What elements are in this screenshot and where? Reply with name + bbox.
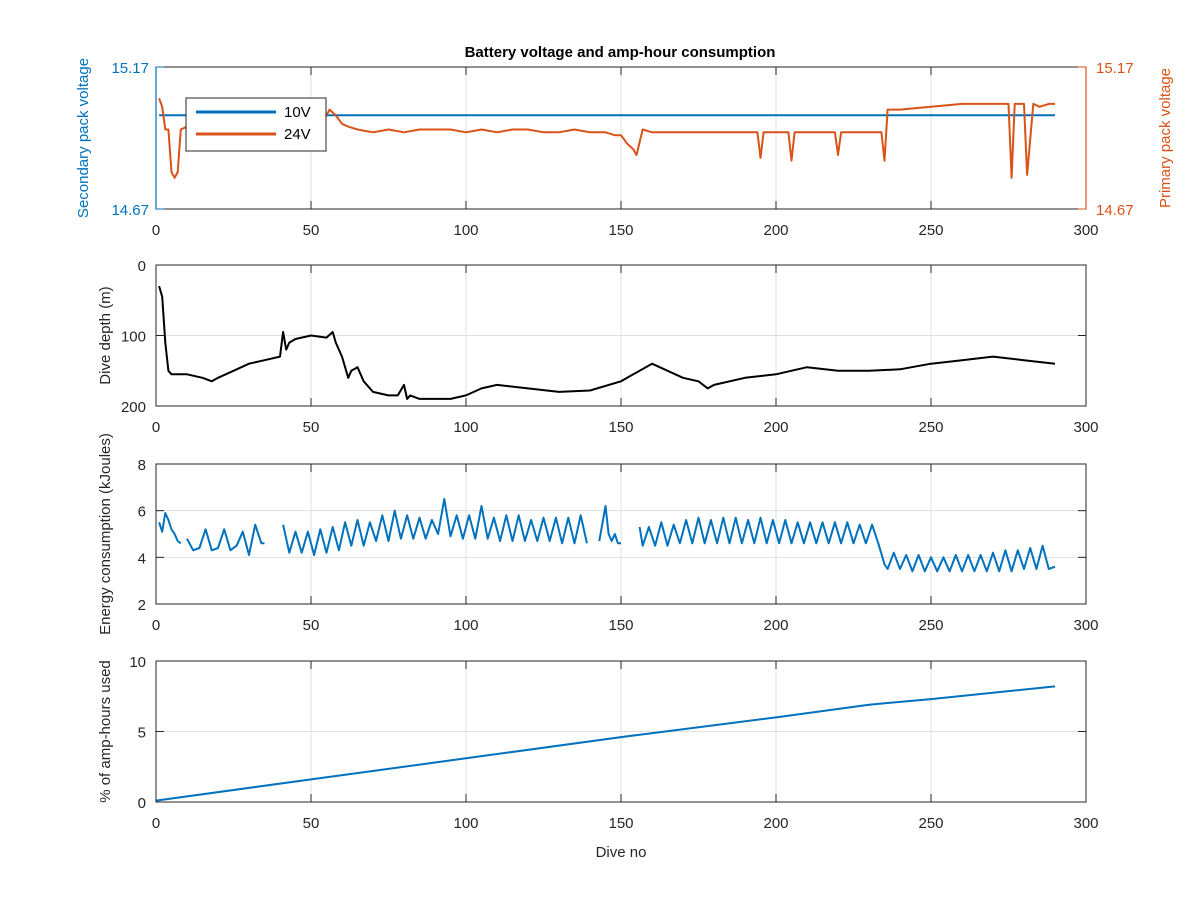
x-tick-label: 100 bbox=[453, 617, 478, 634]
x-tick-label: 50 bbox=[303, 815, 320, 832]
subplot-1: 0 50 100 150 200 250 300 14.67 15.17 14.67 15.17 Se… bbox=[75, 58, 1174, 239]
y-axis-label-left: Secondary pack voltage bbox=[75, 58, 92, 218]
x-tick-label: 0 bbox=[152, 815, 160, 832]
legend-label-24v: 24V bbox=[284, 126, 311, 143]
y-tick-label-right: 15.17 bbox=[1096, 60, 1134, 77]
y-tick-label: 8 bbox=[138, 457, 146, 474]
y-axis-label-right: Primary pack voltage bbox=[1157, 68, 1174, 208]
x-axis-label: Dive no bbox=[596, 844, 647, 861]
figure-title: Battery voltage and amp-hour consumption bbox=[465, 44, 776, 61]
subplot-2: 0 50 100 150 200 250 300 0 100 200 Dive depth (m) bbox=[97, 258, 1099, 436]
series-line-1 bbox=[598, 505, 621, 545]
y-axis-label: Energy consumption (kJoules) bbox=[97, 433, 114, 635]
series-line-1 bbox=[158, 285, 1056, 400]
y-tick-label: 6 bbox=[138, 504, 146, 521]
y-tick-label-right: 14.67 bbox=[1096, 202, 1134, 219]
x-tick-label: 0 bbox=[152, 222, 160, 239]
y-tick-label: 0 bbox=[138, 795, 146, 812]
series-line-1 bbox=[638, 516, 1056, 573]
y-tick-label: 0 bbox=[138, 258, 146, 275]
y-tick-label: 200 bbox=[121, 399, 146, 416]
subplot-3: 0 50 100 150 200 250 300 2 4 6 8 Energy consumption… bbox=[97, 433, 1099, 635]
x-tick-label: 300 bbox=[1073, 222, 1098, 239]
panels: 0 50 100 150 200 250 30014.6715.1714.6715.17Se… bbox=[75, 58, 1174, 861]
x-tick-label: 200 bbox=[763, 815, 788, 832]
x-tick-label: 300 bbox=[1073, 815, 1098, 832]
series-line-1 bbox=[282, 498, 588, 556]
x-tick-label: 150 bbox=[608, 617, 633, 634]
x-tick-label: 0 bbox=[152, 419, 160, 436]
legend-box bbox=[185, 97, 327, 152]
x-tick-label: 250 bbox=[918, 617, 943, 634]
x-tick-label: 200 bbox=[763, 419, 788, 436]
legend-label-10v: 10V bbox=[284, 104, 311, 121]
y-tick-label: 100 bbox=[121, 329, 146, 346]
x-tick-label: 250 bbox=[918, 419, 943, 436]
x-tick-label: 300 bbox=[1073, 419, 1098, 436]
y-axis-label: Dive depth (m) bbox=[97, 286, 114, 384]
y-axis-label: % of amp-hours used bbox=[97, 660, 114, 803]
x-tick-label: 50 bbox=[303, 419, 320, 436]
x-tick-label: 200 bbox=[763, 617, 788, 634]
x-tick-label: 0 bbox=[152, 617, 160, 634]
x-tick-label: 100 bbox=[453, 419, 478, 436]
x-tick-label: 250 bbox=[918, 815, 943, 832]
series-line-1 bbox=[155, 685, 1056, 802]
x-tick-label: 50 bbox=[303, 222, 320, 239]
x-tick-label: 50 bbox=[303, 617, 320, 634]
x-tick-label: 200 bbox=[763, 222, 788, 239]
x-tick-label: 150 bbox=[608, 222, 633, 239]
y-tick-label-left: 14.67 bbox=[111, 202, 149, 219]
y-tick-label: 5 bbox=[138, 725, 146, 742]
y-tick-label: 10 bbox=[129, 654, 146, 671]
x-tick-label: 150 bbox=[608, 419, 633, 436]
y-tick-label: 2 bbox=[138, 597, 146, 614]
x-tick-label: 300 bbox=[1073, 617, 1098, 634]
x-tick-label: 100 bbox=[453, 815, 478, 832]
y-tick-label: 4 bbox=[138, 550, 146, 567]
y-tick-label-left: 15.17 bbox=[111, 60, 149, 77]
series-line-1 bbox=[158, 512, 182, 545]
series-line-1 bbox=[186, 523, 265, 556]
x-tick-label: 250 bbox=[918, 222, 943, 239]
subplot-4: 0 50 100 150 200 250 300 0 5 10 % of amp-hours use… bbox=[97, 654, 1099, 861]
x-tick-label: 150 bbox=[608, 815, 633, 832]
x-tick-label: 100 bbox=[453, 222, 478, 239]
